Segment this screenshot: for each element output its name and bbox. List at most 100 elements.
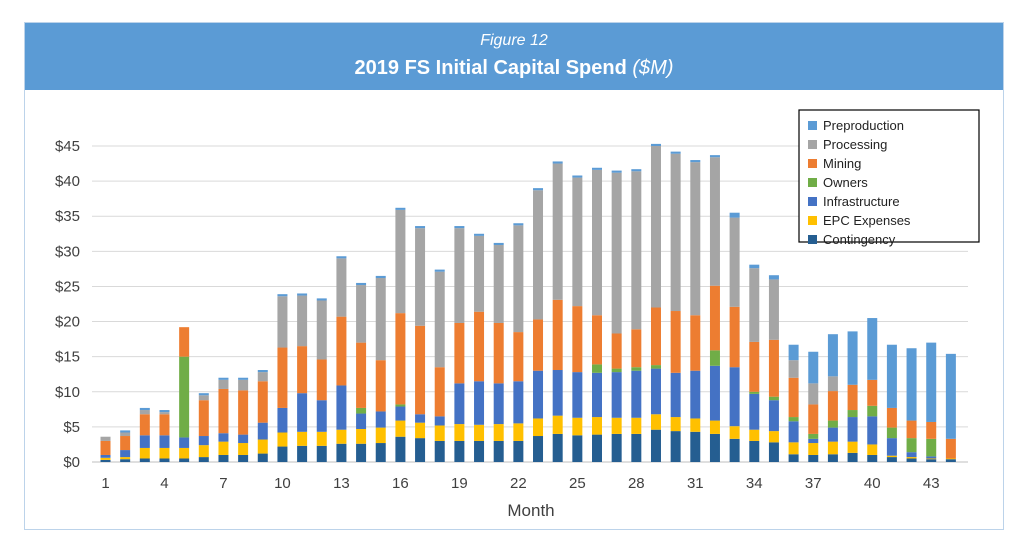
bar-segment-epc-expenses xyxy=(179,447,190,459)
legend-entry: Processing xyxy=(823,137,887,152)
bar-segment-contingency xyxy=(827,454,838,462)
bar-segment-infrastructure xyxy=(768,400,779,432)
bar-segment-processing xyxy=(572,177,583,307)
bar-segment-mining xyxy=(297,346,308,394)
bar-segment-mining xyxy=(179,327,190,357)
legend-swatch xyxy=(808,178,817,187)
bar-segment-preproduction xyxy=(395,207,406,210)
bar-segment-contingency xyxy=(336,443,347,462)
bar-segment-processing xyxy=(198,395,209,401)
bar-segment-contingency xyxy=(316,445,327,462)
bar-segment-infrastructure xyxy=(513,381,524,424)
bar-segment-infrastructure xyxy=(906,452,917,458)
bar-segment-preproduction xyxy=(297,293,308,296)
x-tick-label: 25 xyxy=(569,475,586,492)
legend-swatch xyxy=(808,216,817,225)
bar-segment-processing xyxy=(336,258,347,317)
bar-segment-infrastructure xyxy=(533,370,544,419)
bar-segment-processing xyxy=(297,295,308,347)
bar-segment-preproduction xyxy=(257,370,268,373)
bar-segment-processing xyxy=(238,379,249,391)
bar-segment-epc-expenses xyxy=(316,431,327,446)
x-tick-label: 43 xyxy=(923,475,940,492)
legend-box xyxy=(798,109,980,243)
y-tick-label: $10 xyxy=(55,384,80,401)
title-banner: Figure 12 2019 FS Initial Capital Spend … xyxy=(25,23,1003,90)
bar-segment-preproduction xyxy=(847,331,858,385)
bar-segment-mining xyxy=(867,379,878,406)
bar-segment-contingency xyxy=(533,436,544,462)
bar-segment-processing xyxy=(100,436,111,441)
bar-segment-mining xyxy=(827,391,838,421)
bar-segment-infrastructure xyxy=(690,370,701,419)
bar-segment-owners xyxy=(788,417,799,422)
x-tick-label: 22 xyxy=(510,475,527,492)
bar-segment-mining xyxy=(100,440,111,455)
bar-segment-processing xyxy=(709,157,720,286)
bar-segment-preproduction xyxy=(120,430,131,433)
bar-segment-epc-expenses xyxy=(749,429,760,441)
bar-segment-epc-expenses xyxy=(257,439,268,454)
bar-segment-mining xyxy=(316,359,327,401)
bar-segment-infrastructure xyxy=(926,456,937,459)
x-tick-label: 40 xyxy=(864,475,881,492)
bar-segment-contingency xyxy=(631,433,642,462)
bar-segment-contingency xyxy=(592,434,602,462)
bar-segment-infrastructure xyxy=(198,436,209,446)
bar-segment-epc-expenses xyxy=(788,442,799,455)
bar-segment-epc-expenses xyxy=(139,447,150,459)
x-axis-title: Month xyxy=(507,501,554,520)
bar-segment-contingency xyxy=(886,457,897,462)
bar-segment-contingency xyxy=(926,459,937,462)
chart-title-text: 2019 FS Initial Capital Spend xyxy=(354,57,627,79)
bar-segment-epc-expenses xyxy=(572,417,583,436)
legend-swatch xyxy=(808,159,817,168)
bar-segment-epc-expenses xyxy=(611,417,622,434)
bar-segment-infrastructure xyxy=(867,416,878,445)
bar-segment-infrastructure xyxy=(100,454,111,458)
y-tick-label: $40 xyxy=(55,173,80,190)
bar-segment-epc-expenses xyxy=(454,424,465,441)
bar-segment-owners xyxy=(926,438,937,457)
bar-segment-epc-expenses xyxy=(474,424,485,441)
bar-segment-mining xyxy=(650,307,661,366)
bar-segment-infrastructure xyxy=(670,372,681,418)
bar-segment-infrastructure xyxy=(375,411,386,428)
bar-segment-epc-expenses xyxy=(218,441,229,455)
bar-segment-processing xyxy=(611,172,622,334)
bar-segment-owners xyxy=(611,368,622,373)
bar-segment-owners xyxy=(709,350,720,366)
bar-segment-mining xyxy=(533,319,544,371)
bar-segment-preproduction xyxy=(709,155,720,158)
bar-segment-contingency xyxy=(198,457,209,462)
bar-segment-infrastructure xyxy=(454,383,465,425)
bar-segment-epc-expenses xyxy=(729,426,740,439)
bar-segment-mining xyxy=(886,407,897,428)
bar-segment-infrastructure xyxy=(650,368,661,415)
bar-segment-contingency xyxy=(808,454,819,462)
bar-segment-contingency xyxy=(867,454,878,462)
figure-label: Figure 12 xyxy=(480,32,548,49)
bar-segment-epc-expenses xyxy=(533,418,544,437)
bar-segment-infrastructure xyxy=(179,437,190,448)
bar-segment-infrastructure xyxy=(277,407,288,433)
bar-segment-processing xyxy=(788,360,799,378)
y-tick-label: $20 xyxy=(55,314,80,331)
bar-segment-processing xyxy=(257,372,268,382)
bar-segment-preproduction xyxy=(356,282,367,286)
bar-segment-processing xyxy=(434,271,445,368)
bar-segment-infrastructure xyxy=(631,370,642,418)
bar-segment-preproduction xyxy=(159,410,170,413)
bar-segment-contingency xyxy=(434,440,445,462)
bar-segment-mining xyxy=(768,339,779,397)
bar-segment-processing xyxy=(690,162,701,316)
bar-segment-contingency xyxy=(690,431,701,462)
bar-segment-mining xyxy=(139,414,150,436)
bar-segment-epc-expenses xyxy=(592,417,602,435)
bar-segment-owners xyxy=(886,427,897,439)
bar-segment-infrastructure xyxy=(257,422,268,440)
bar-segment-infrastructure xyxy=(749,393,760,430)
bar-segment-mining xyxy=(572,306,583,373)
bar-segment-mining xyxy=(356,342,367,408)
y-tick-label: $0 xyxy=(63,454,80,471)
